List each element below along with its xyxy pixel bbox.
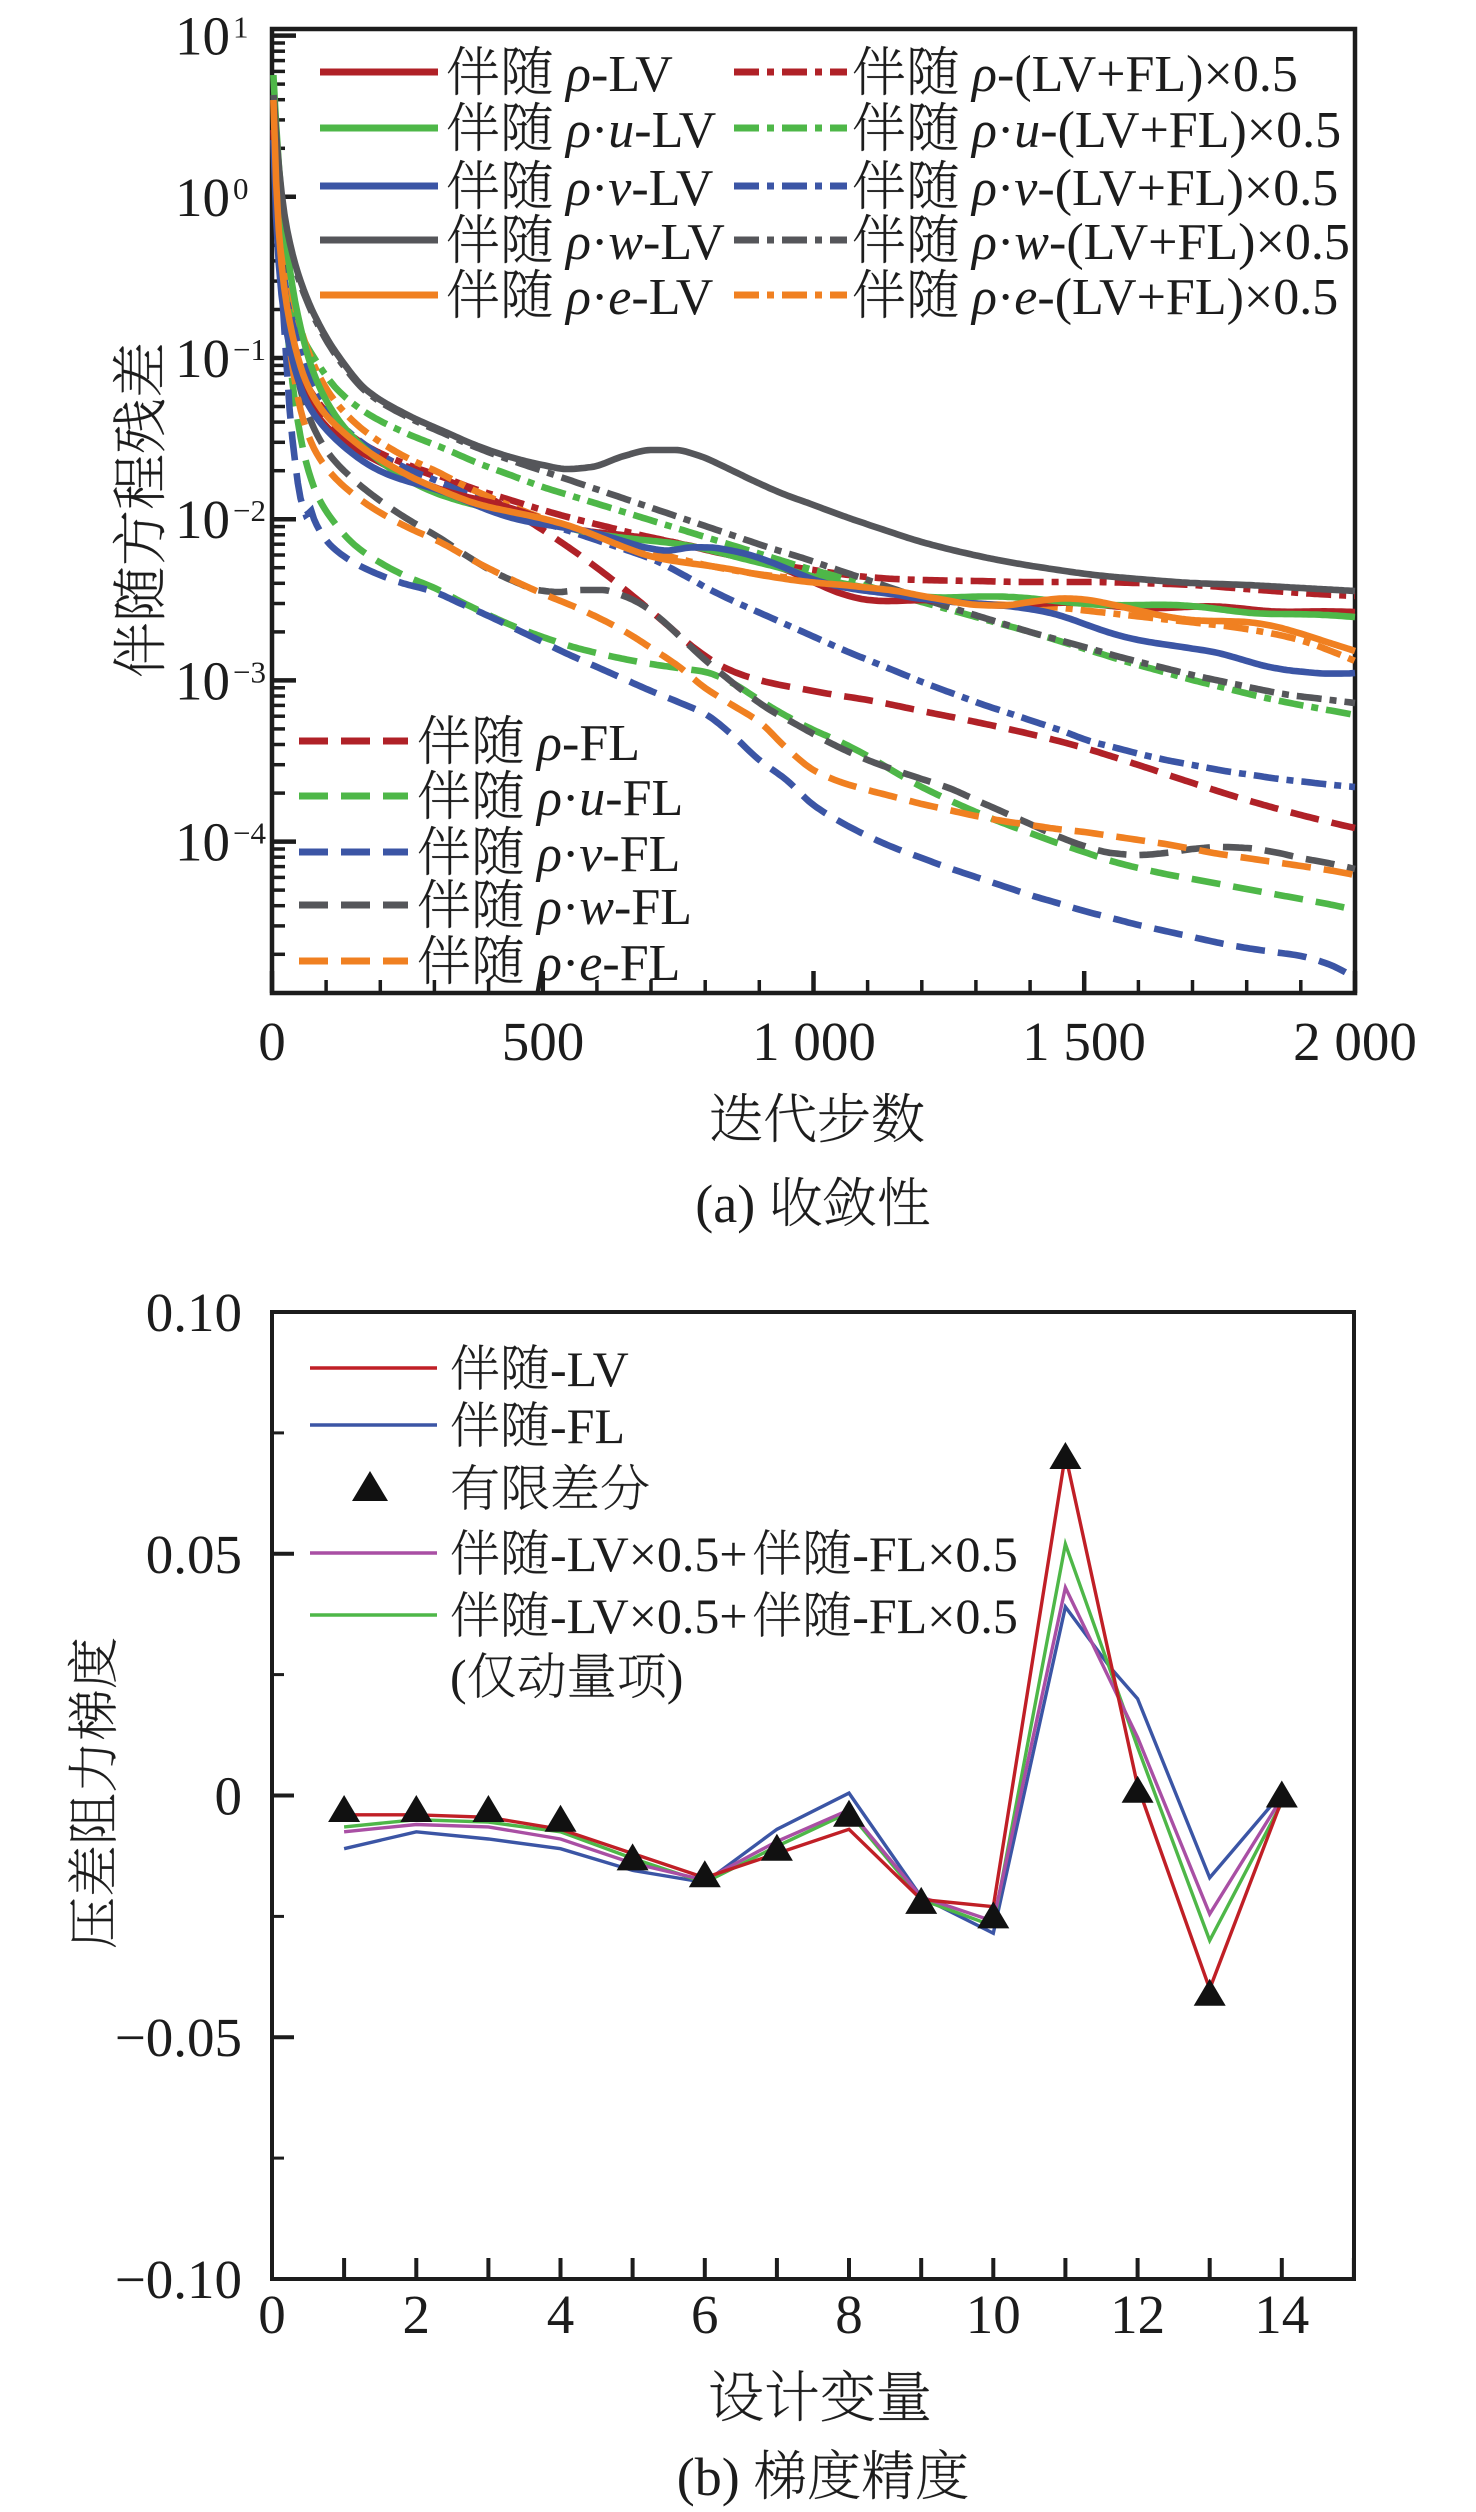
svg-text:-LV: -LV (631, 269, 713, 326)
svg-text:-(LV+FL)×0.5: -(LV+FL)×0.5 (1040, 102, 1341, 159)
svg-text:1 500: 1 500 (1022, 1011, 1146, 1072)
svg-text:−0.05: −0.05 (115, 2007, 242, 2068)
svg-text:−4: −4 (233, 816, 266, 851)
svg-text:8: 8 (835, 2284, 863, 2345)
svg-text:·: · (591, 214, 608, 271)
svg-text:0: 0 (258, 1011, 286, 1072)
svg-text:-(LV+FL)×0.5: -(LV+FL)×0.5 (1037, 269, 1338, 326)
svg-text:-FL: -FL (562, 715, 640, 772)
svg-text:2: 2 (403, 2284, 431, 2345)
svg-text:−3: −3 (233, 654, 266, 689)
svg-text:ρ: ρ (564, 269, 591, 326)
svg-text:·: · (591, 102, 608, 159)
svg-text:v: v (579, 826, 603, 883)
svg-text:ρ: ρ (564, 102, 591, 159)
svg-text:-FL: -FL (602, 935, 680, 992)
svg-text:-LV×0.5+: -LV×0.5+ (550, 1588, 748, 1644)
svg-text:ρ: ρ (535, 879, 562, 936)
svg-text:·: · (997, 214, 1014, 271)
svg-text:10: 10 (175, 812, 230, 873)
svg-text:2 000: 2 000 (1293, 1011, 1417, 1072)
svg-text:·: · (562, 826, 579, 883)
svg-text:w: w (1014, 214, 1049, 271)
svg-text:u: u (608, 102, 634, 159)
svg-text:(b): (b) (677, 2447, 753, 2507)
svg-text:·: · (591, 269, 608, 326)
svg-text:ρ: ρ (970, 160, 997, 217)
svg-text:500: 500 (502, 1011, 585, 1072)
svg-text:0.05: 0.05 (146, 1524, 242, 1585)
svg-text:e: e (608, 269, 631, 326)
svg-text:-FL: -FL (602, 826, 680, 883)
svg-text:−1: −1 (233, 332, 266, 367)
svg-text:(: ( (450, 1649, 467, 1705)
svg-text:·: · (997, 269, 1014, 326)
svg-text:-FL: -FL (614, 879, 692, 936)
svg-text:1: 1 (233, 10, 249, 45)
svg-text:·: · (562, 879, 579, 936)
svg-text:·: · (997, 160, 1014, 217)
svg-text:12: 12 (1110, 2284, 1165, 2345)
svg-text:ρ: ρ (535, 826, 562, 883)
svg-text:10: 10 (175, 489, 230, 550)
svg-text:v: v (608, 160, 632, 217)
svg-text:ρ: ρ (535, 935, 562, 992)
svg-text:10: 10 (175, 167, 230, 228)
svg-text:u: u (579, 770, 605, 827)
svg-text:·: · (591, 160, 608, 217)
svg-text:): ) (667, 1649, 684, 1705)
svg-text:10: 10 (966, 2284, 1021, 2345)
svg-text:4: 4 (547, 2284, 575, 2345)
svg-text:·: · (562, 935, 579, 992)
svg-text:10: 10 (175, 6, 230, 67)
svg-text:-LV: -LV (550, 1341, 629, 1397)
svg-text:6: 6 (691, 2284, 719, 2345)
svg-text:w: w (608, 214, 643, 271)
svg-text:ρ: ρ (970, 214, 997, 271)
svg-text:ρ: ρ (535, 770, 562, 827)
svg-text:−0.10: −0.10 (115, 2249, 242, 2310)
svg-text:1 000: 1 000 (752, 1011, 876, 1072)
svg-text:-FL×0.5: -FL×0.5 (852, 1526, 1018, 1582)
svg-text:e: e (1014, 269, 1037, 326)
svg-text:·: · (562, 770, 579, 827)
svg-text:0: 0 (233, 171, 249, 206)
svg-text:ρ: ρ (535, 715, 562, 772)
svg-text:-LV: -LV (591, 46, 673, 103)
svg-text:-LV: -LV (643, 214, 725, 271)
svg-text:-LV: -LV (631, 160, 713, 217)
svg-text:e: e (579, 935, 602, 992)
svg-text:ρ: ρ (564, 46, 591, 103)
svg-text:ρ: ρ (970, 269, 997, 326)
svg-text:ρ: ρ (564, 214, 591, 271)
svg-text:-(LV+FL)×0.5: -(LV+FL)×0.5 (1049, 214, 1350, 271)
svg-text:·: · (997, 102, 1014, 159)
svg-text:-FL: -FL (605, 770, 683, 827)
svg-text:-LV: -LV (634, 102, 716, 159)
svg-text:v: v (1014, 160, 1038, 217)
svg-text:ρ: ρ (970, 46, 997, 103)
svg-text:10: 10 (175, 328, 230, 389)
svg-text:(a): (a) (695, 1174, 768, 1234)
svg-text:-FL×0.5: -FL×0.5 (852, 1588, 1018, 1644)
svg-text:0: 0 (215, 1766, 243, 1827)
svg-text:14: 14 (1254, 2284, 1309, 2345)
svg-text:−2: −2 (233, 493, 266, 528)
svg-text:-FL: -FL (550, 1398, 625, 1454)
svg-text:-(LV+FL)×0.5: -(LV+FL)×0.5 (1037, 160, 1338, 217)
svg-text:ρ: ρ (564, 160, 591, 217)
svg-text:10: 10 (175, 650, 230, 711)
svg-text:u: u (1014, 102, 1040, 159)
svg-text:-(LV+FL)×0.5: -(LV+FL)×0.5 (997, 46, 1298, 103)
svg-text:ρ: ρ (970, 102, 997, 159)
svg-text:0: 0 (258, 2284, 286, 2345)
svg-text:w: w (579, 879, 614, 936)
svg-text:0.10: 0.10 (146, 1282, 242, 1343)
svg-text:-LV×0.5+: -LV×0.5+ (550, 1526, 748, 1582)
